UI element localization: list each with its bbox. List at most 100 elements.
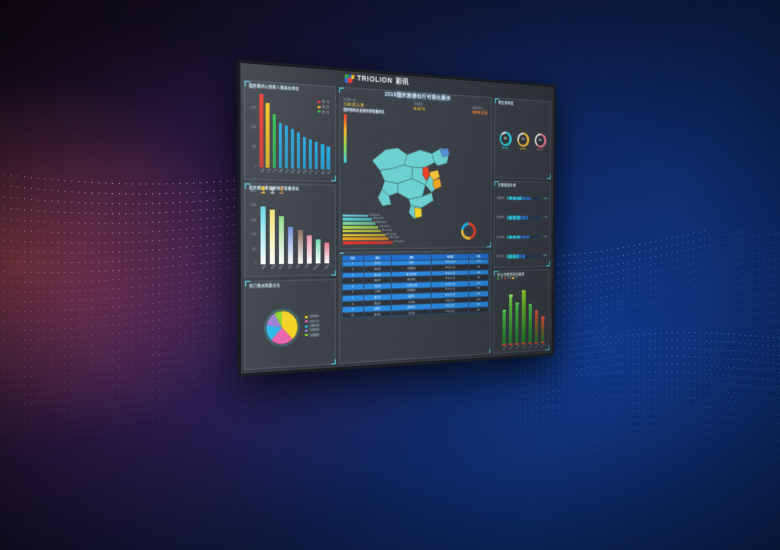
bar[interactable] <box>324 242 330 264</box>
legend-item[interactable]: 下降 <box>504 277 511 280</box>
trend-bar-group[interactable] <box>521 282 526 345</box>
bar-group[interactable] <box>260 186 266 265</box>
realtime-traffic-table[interactable]: 排名 城市 景区 客流量 同比 1 北京市 故宫 18.6万人次 12% 2 杭州市 西湖景区 16.4… <box>341 253 489 319</box>
trend-bar-group[interactable] <box>502 283 507 346</box>
card-weekly-trend[interactable]: 近七日客流变化趋势 上升 下降 持平 10-01 10-02 10-03 10-04 10-… <box>492 269 551 354</box>
bar-group[interactable] <box>288 194 294 265</box>
bar[interactable] <box>297 230 303 264</box>
legend-item[interactable]: 第三名 <box>317 110 329 114</box>
legend-item[interactable]: 红色旅游 <box>305 333 319 337</box>
bar[interactable] <box>269 187 276 265</box>
rank-bar-row[interactable]: 江苏 6140万 <box>342 237 404 241</box>
legend-item[interactable]: 主题乐园 <box>305 324 319 328</box>
bar-group[interactable] <box>297 194 303 264</box>
trend-cylinder <box>508 294 513 346</box>
trend-bar-group[interactable] <box>528 282 532 345</box>
trend-bar-group[interactable] <box>534 282 539 344</box>
table-column-header[interactable]: 排名 <box>341 254 364 262</box>
card-attraction-type-pie[interactable]: 热门景点类型占比 自然风光 历史人文 主题乐园 古镇村落 红色旅游 <box>244 278 336 371</box>
rank-bar-row[interactable]: 湖南 3980万 <box>342 217 404 221</box>
bar-group[interactable] <box>279 187 285 265</box>
segment-row[interactable]: 杭州东站 68% <box>496 254 547 259</box>
bar-group[interactable] <box>306 194 312 264</box>
chart-scenic-ranking[interactable]: 2,500 2,000 1,500 1,000 500 0 故宫 西湖 黄山 泰山 长城 外滩 鼓浪屿… <box>248 186 332 274</box>
segment-label: 杭州东站 <box>496 255 505 259</box>
segment-row[interactable]: 首都机场 82% <box>497 196 548 201</box>
x-label: 泰山 <box>287 265 293 270</box>
legend-item[interactable]: 自然风光 <box>305 315 319 319</box>
bar[interactable] <box>279 187 285 265</box>
bar[interactable] <box>288 226 294 265</box>
bar-group[interactable] <box>269 187 276 265</box>
segment-value: 82% <box>543 197 548 201</box>
y-tick: 1,000 <box>250 126 257 130</box>
bar[interactable] <box>306 235 312 264</box>
bar[interactable] <box>284 125 288 169</box>
cylinder-cap <box>528 303 532 306</box>
table-cell: 3 <box>341 272 364 279</box>
segment-row[interactable]: 虹桥机场 74% <box>497 215 548 220</box>
legend-item[interactable]: 上升 <box>497 277 503 280</box>
chart-tourist-ranking[interactable]: 2,000 1,500 1,000 500 0 北京 上海 广州 成都 杭州 西安 重庆 南京 武汉 长沙… <box>248 88 332 179</box>
gauge[interactable]: 85 85.2% <box>498 131 512 150</box>
bar[interactable] <box>326 146 330 170</box>
gauge-value: 85 <box>501 133 510 144</box>
bar[interactable] <box>290 129 295 169</box>
card-hub-load[interactable]: 交通枢纽负荷 首都机场 82% 虹桥机场 74% 北京南站 79% 杭州东站 68% <box>493 180 551 269</box>
bar-series <box>258 91 331 170</box>
pie-chart[interactable] <box>262 305 302 349</box>
gauge-ring: 85 <box>499 131 512 147</box>
china-map[interactable] <box>363 117 456 238</box>
card-map-overview[interactable]: 2019国庆旅游出行可视化展示 出游总人次 7.28 亿人次 同比增长 9.43 % 旅… <box>338 86 493 250</box>
province-rank-bars[interactable]: 广东 6820万 江苏 6140万 浙江 5730万 四川 5210万 山东 4860万… <box>342 214 404 245</box>
bar[interactable] <box>272 113 276 168</box>
trend-bar-group[interactable] <box>515 282 520 346</box>
card-tourist-ranking[interactable]: 国庆期间以旅客人最高出排名 2,000 1,500 1,000 500 0 北京 上海 广州… <box>243 79 337 183</box>
rank-bar-row[interactable]: 河北 3520万 <box>342 214 404 217</box>
legend-item[interactable]: 持平 <box>511 277 518 280</box>
legend-item[interactable]: 第二名 <box>317 105 329 109</box>
rank-bar-label: 江苏 6140万 <box>388 237 400 240</box>
gauge[interactable]: 73 73.4% <box>516 132 530 151</box>
y-axis: 2,500 2,000 1,500 1,000 500 0 <box>248 191 257 266</box>
legend-item[interactable]: 古镇村落 <box>305 328 319 332</box>
bar[interactable] <box>278 123 282 169</box>
bar[interactable] <box>302 136 307 169</box>
legend-item[interactable]: 第一名 <box>317 100 329 104</box>
chart-weekly-trend[interactable]: 10-01 10-02 10-03 10-04 10-05 10-06 10-07 <box>496 280 547 352</box>
rank-bar-row[interactable]: 山东 4860万 <box>342 225 404 229</box>
rank-bar-label: 山东 4860万 <box>379 225 390 228</box>
rank-bar-row[interactable]: 广东 6820万 <box>342 241 404 245</box>
table-cell: 北京市 <box>363 282 392 290</box>
legend-item[interactable]: 历史人文 <box>305 319 319 323</box>
bar[interactable] <box>259 94 264 168</box>
segment-row[interactable]: 北京南站 79% <box>497 235 548 239</box>
card-scenic-ranking[interactable]: 国庆期间景区接待游客量排名 2,500 2,000 1,500 1,000 500 0 故… <box>243 182 337 278</box>
bar[interactable] <box>315 239 321 264</box>
legend-label: 上升 <box>499 277 504 280</box>
rank-bar-row[interactable]: 河南 4390万 <box>342 221 404 225</box>
bar[interactable] <box>314 141 319 170</box>
table-column-header[interactable]: 城市 <box>363 254 392 261</box>
china-map-area[interactable]: 广东 6820万 江苏 6140万 浙江 5730万 四川 5210万 山东 4860万… <box>341 113 489 246</box>
bar[interactable] <box>265 102 270 168</box>
rank-bar-row[interactable]: 浙江 5730万 <box>342 234 404 237</box>
bar[interactable] <box>296 132 301 169</box>
bar[interactable] <box>320 144 325 170</box>
gauge[interactable]: 61 61.7% <box>534 133 547 152</box>
rank-bar-label: 浙江 5730万 <box>385 233 397 236</box>
bar[interactable] <box>260 186 266 265</box>
pie-legend: 自然风光 历史人文 主题乐园 古镇村落 红色旅游 <box>305 315 319 337</box>
led-video-wall: TRIOLION 彩讯 国庆期间以旅客人最高出排名 2,000 1,500 1,00… <box>237 59 557 378</box>
table-body: 1 北京市 故宫 18.6万人次 12% 2 杭州市 西湖景区 16.4万人次 9% 3 黄山市 黄山风… <box>341 258 489 319</box>
card-saturation-gauges[interactable]: 景区饱和度 85 85.2% 73 73.4% 61 61.7% <box>493 97 552 180</box>
bar[interactable] <box>308 138 313 169</box>
segment-cell <box>539 235 541 239</box>
bar-group[interactable] <box>315 194 321 264</box>
travel-mode-donut[interactable] <box>459 220 478 241</box>
rank-bar-row[interactable]: 四川 5210万 <box>342 229 404 233</box>
trend-bar-group[interactable] <box>540 282 545 344</box>
bar-group[interactable] <box>324 194 330 264</box>
trend-bar-group[interactable] <box>508 283 513 346</box>
card-realtime-table[interactable]: 排名 城市 景区 客流量 同比 1 北京市 故宫 18.6万人次 12% 2 杭州市 西湖景区 16.4… <box>338 250 492 365</box>
